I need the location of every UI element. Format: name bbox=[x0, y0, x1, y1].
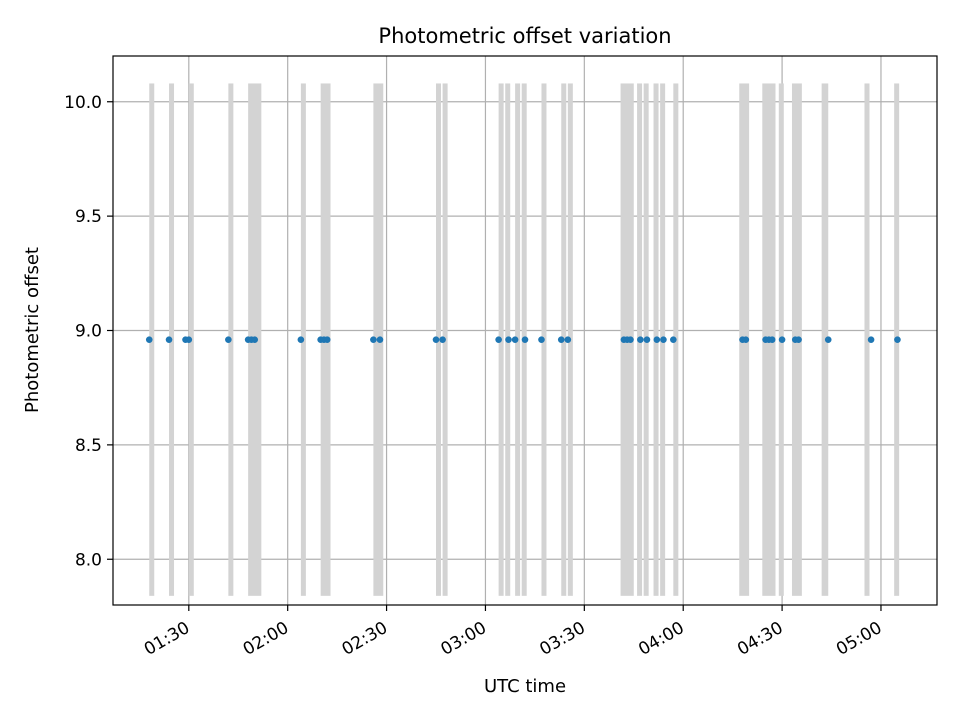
x-axis-label: UTC time bbox=[484, 676, 566, 697]
data-point bbox=[521, 336, 529, 343]
y-axis-label: Photometric offset bbox=[22, 247, 43, 413]
data-point bbox=[768, 336, 776, 343]
data-point bbox=[643, 336, 651, 343]
data-point bbox=[251, 336, 259, 343]
data-point bbox=[795, 336, 802, 343]
data-point bbox=[225, 336, 232, 343]
data-point bbox=[627, 336, 634, 343]
data-point bbox=[370, 336, 377, 343]
data-points bbox=[145, 336, 901, 343]
y-tick-label: 10.0 bbox=[64, 93, 102, 113]
data-point bbox=[538, 336, 545, 343]
y-tick-label: 9.5 bbox=[75, 207, 102, 227]
data-point bbox=[564, 336, 572, 343]
y-tick-label: 8.5 bbox=[75, 436, 102, 456]
data-point bbox=[637, 336, 644, 343]
shaded-span bbox=[864, 83, 870, 596]
data-point bbox=[165, 336, 173, 343]
data-point bbox=[742, 336, 750, 343]
data-point bbox=[432, 336, 440, 343]
data-point bbox=[376, 336, 384, 343]
data-point bbox=[323, 336, 331, 343]
data-point bbox=[505, 336, 512, 343]
data-point bbox=[145, 336, 153, 343]
data-point bbox=[511, 336, 519, 343]
y-tick-label: 8.0 bbox=[75, 550, 102, 570]
data-point bbox=[867, 336, 875, 343]
data-point bbox=[185, 336, 193, 343]
data-point bbox=[495, 336, 502, 343]
data-point bbox=[653, 336, 661, 343]
data-point bbox=[824, 336, 832, 343]
data-point bbox=[439, 336, 446, 343]
data-point bbox=[778, 336, 786, 343]
data-point bbox=[660, 336, 667, 343]
y-tick-label: 9.0 bbox=[75, 322, 102, 342]
data-point bbox=[894, 336, 901, 343]
data-point bbox=[557, 336, 565, 343]
data-point bbox=[297, 336, 305, 343]
chart-title: Photometric offset variation bbox=[378, 24, 671, 48]
data-point bbox=[670, 336, 677, 343]
